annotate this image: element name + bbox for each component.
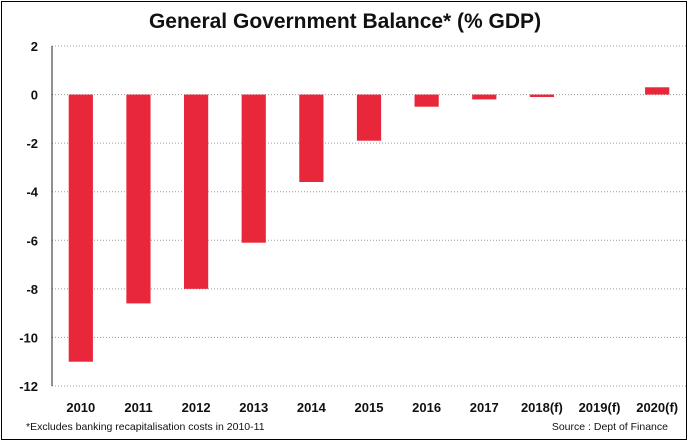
x-tick-label: 2020(f) (636, 400, 678, 415)
bar (68, 94, 93, 362)
bar (241, 94, 266, 243)
y-tick-label: -12 (19, 379, 38, 394)
bar (356, 94, 382, 141)
x-tick-labels: 2010 2011 2012 2013 2014 2015 2016 2017 2018(f) 2… (66, 400, 678, 415)
y-tick-label: -2 (26, 136, 38, 151)
x-tick-label: 2014 (297, 400, 327, 415)
x-tick-label: 2011 (124, 400, 152, 415)
bar (299, 94, 324, 182)
x-tick-label: 2018(f) (521, 400, 563, 415)
y-tick-label: 2 (31, 39, 38, 54)
x-tick-label: 2017 (470, 400, 499, 415)
x-tick-label: 2015 (355, 400, 384, 415)
bar (529, 94, 555, 97)
source-note: Source : Dept of Finance (551, 421, 668, 433)
y-tick-label: 0 (31, 88, 38, 103)
y-tick-labels: 2 0 -2 -4 -6 -8 -10 -12 (19, 39, 39, 394)
bar (645, 87, 670, 95)
gridlines (52, 45, 686, 387)
bar (183, 94, 209, 289)
y-tick-label: -4 (26, 185, 38, 200)
footnote: *Excludes banking recapitalisation costs… (26, 421, 265, 433)
x-tick-label: 2019(f) (579, 400, 621, 415)
chart-title: General Government Balance* (% GDP) (148, 10, 542, 33)
x-tick-label: 2010 (66, 400, 95, 415)
x-tick-label: 2012 (182, 400, 211, 415)
bar (472, 94, 497, 100)
bar (414, 94, 439, 107)
bars (68, 87, 670, 362)
x-tick-label: 2013 (239, 400, 268, 415)
y-tick-label: -6 (26, 233, 38, 248)
y-tick-label: -10 (19, 330, 38, 345)
x-tick-label: 2016 (412, 400, 441, 415)
bar (126, 94, 151, 304)
y-tick-label: -8 (26, 282, 38, 297)
